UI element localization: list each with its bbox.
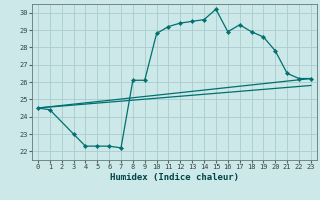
X-axis label: Humidex (Indice chaleur): Humidex (Indice chaleur) <box>110 173 239 182</box>
